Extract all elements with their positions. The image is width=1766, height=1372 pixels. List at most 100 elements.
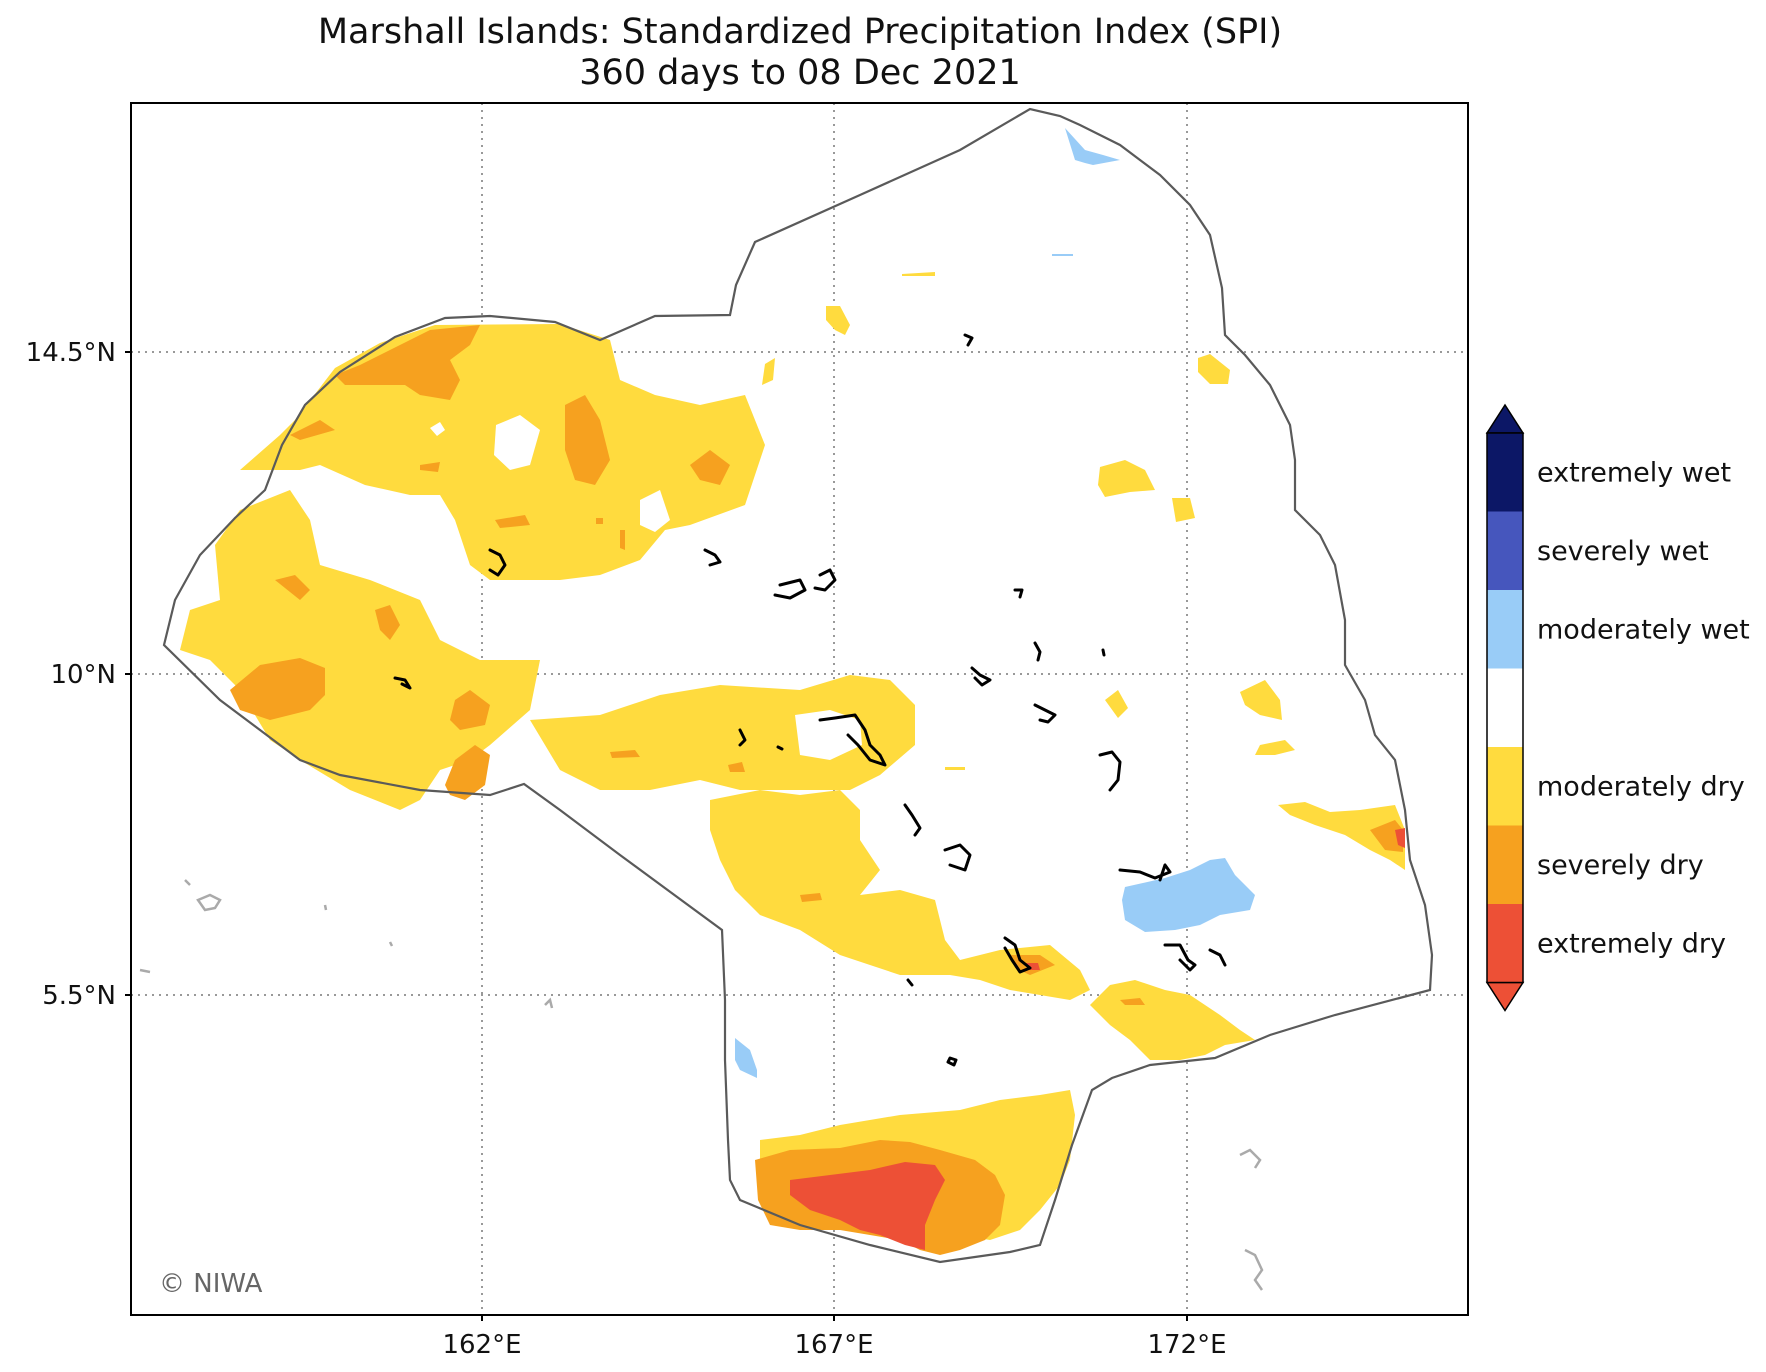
island-utirik (1013, 588, 1024, 599)
dry-patch-north-3 (762, 358, 775, 385)
lon-label-167: 167°E (794, 1330, 873, 1360)
lat-label-10: 10°N (50, 660, 116, 690)
hole-3 (795, 710, 862, 760)
island-enewetak (393, 676, 412, 690)
sev-dry-10 (275, 575, 310, 600)
sev-dry-9 (230, 658, 325, 720)
island-kwajalein (818, 713, 887, 767)
sev-dry-3 (690, 450, 730, 485)
colorbar-swatch-4 (1487, 747, 1523, 826)
dry-patch-east-1 (1240, 680, 1282, 720)
sev-dry-14 (610, 750, 640, 758)
colorbar-swatch-6 (1487, 904, 1523, 983)
island-ailinglaplap (943, 843, 972, 872)
island-wotje (1098, 750, 1122, 792)
title-line-2: 360 days to 08 Dec 2021 (579, 53, 1021, 93)
moderately-wet-areas (735, 128, 1255, 1078)
wet-patch-sliver (1052, 254, 1073, 256)
holes (430, 415, 862, 760)
dry-patch-east-2 (1255, 740, 1295, 755)
island-likiep (1033, 703, 1057, 724)
island-outside-5 (139, 968, 151, 974)
island-outside-7 (1239, 1148, 1262, 1169)
colorbar-label-6: extremely dry (1537, 928, 1726, 959)
sev-dry-1 (335, 325, 480, 400)
dry-region-south-central (710, 790, 1090, 1000)
colorbar: extremely wet severely wet moderately wet m… (1485, 403, 1750, 1012)
island-bikar (963, 333, 974, 347)
island-maloelap (1118, 863, 1172, 882)
island-kili (946, 1056, 958, 1067)
colorbar-swatch-3 (1487, 668, 1523, 747)
moderately-dry-areas (180, 272, 1405, 1240)
colorbar-swatch-5 (1487, 825, 1523, 904)
sev-dry-6 (420, 462, 440, 472)
sev-dry-13 (445, 745, 490, 800)
sev-dry-16 (800, 893, 822, 902)
dry-patch-ne-1 (1098, 460, 1155, 497)
colorbar-label-2: moderately wet (1537, 614, 1750, 645)
island-outside-8 (1244, 1248, 1264, 1291)
island-outside-6 (544, 997, 554, 1009)
sev-dry-7 (596, 518, 603, 524)
island-taka (1033, 641, 1042, 662)
eez-boundary (162, 107, 1434, 1264)
island-ujae (738, 728, 747, 747)
sev-dry-11 (375, 605, 400, 640)
colorbar-swatch-2 (1487, 590, 1523, 669)
dry-region-southeast (1090, 980, 1255, 1060)
island-namorik (906, 978, 914, 987)
island-namu (903, 803, 922, 837)
colorbar-label-5: severely dry (1537, 850, 1704, 881)
dry-patch-east-5 (945, 767, 965, 770)
islands (393, 333, 1227, 1067)
colorbar-outline (1486, 432, 1524, 984)
sev-dry-18 (1120, 998, 1145, 1005)
island-outside-3 (323, 904, 328, 911)
island-mejit (1101, 648, 1106, 657)
sev-dry-8 (620, 530, 625, 550)
dry-patch-east-4 (1105, 690, 1128, 718)
map-title: Marshall Islands: Standardized Precipita… (0, 12, 1600, 94)
sev-dry-12 (450, 690, 490, 730)
island-outside-4 (388, 941, 394, 947)
dry-patch-north-2 (902, 272, 935, 276)
colorbar-label-0: extremely wet (1537, 457, 1731, 488)
extremely-dry-areas (790, 828, 1405, 1250)
dry-patch-east-3 (1278, 802, 1405, 870)
colorbar-label-4: moderately dry (1537, 771, 1745, 802)
lon-labels: 162°E 167°E 172°E (442, 1330, 1226, 1360)
lat-labels: 14.5°N 10°N 5.5°N (26, 338, 116, 1011)
dry-region-west (180, 490, 540, 810)
tick-marks (125, 351, 1188, 1321)
island-lae (776, 745, 784, 751)
island-outside-2 (184, 879, 191, 886)
gridlines (131, 103, 1468, 1315)
island-jaluit (1003, 936, 1032, 974)
sev-dry-4 (290, 420, 335, 440)
colorbar-extend-top (1485, 403, 1525, 434)
wet-patch-north (1065, 128, 1120, 165)
ext-dry-south (790, 1162, 945, 1250)
sev-dry-15 (728, 762, 745, 772)
colorbar-extend-bottom (1485, 981, 1525, 1012)
hole-4 (430, 422, 445, 436)
lat-label-14.5: 14.5°N (26, 338, 116, 368)
wet-patch-southwest (735, 1038, 757, 1078)
colorbar-swatch-0 (1487, 433, 1523, 512)
colorbar-swatch-1 (1487, 511, 1523, 590)
wet-patch-majuro (1122, 858, 1255, 932)
lat-label-5.5: 5.5°N (42, 981, 116, 1011)
sev-dry-19 (1370, 820, 1403, 852)
dry-region-central-band (530, 675, 915, 790)
ext-dry-east (1395, 828, 1405, 848)
dry-patch-north-1 (826, 306, 850, 335)
island-majuro (1163, 943, 1197, 972)
dry-patch-ne-2 (1198, 354, 1230, 384)
island-rongelap (703, 548, 722, 567)
outside-islands (139, 879, 1264, 1291)
island-bikini (488, 548, 507, 577)
title-line-1: Marshall Islands: Standardized Precipita… (317, 12, 1283, 52)
colorbar-label-1: severely wet (1537, 536, 1709, 567)
